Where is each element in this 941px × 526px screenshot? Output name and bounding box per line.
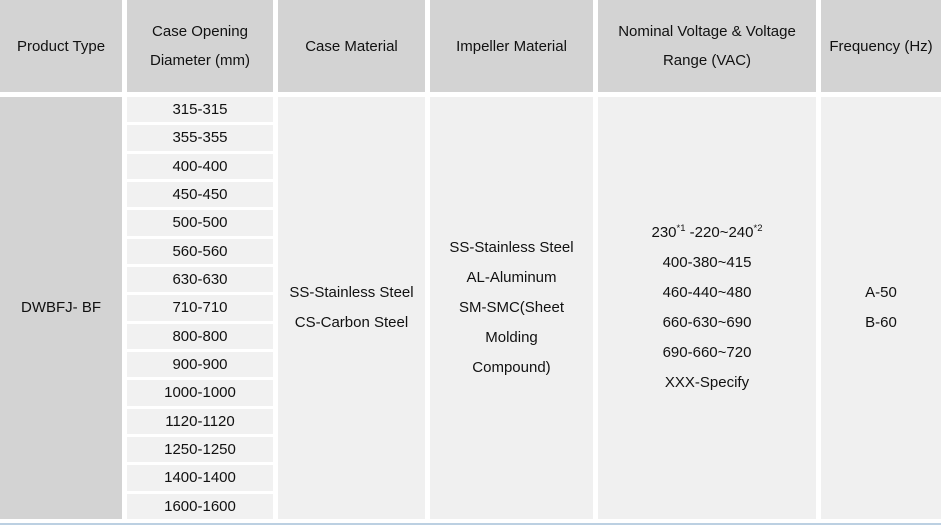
diameter-item: 400-400 xyxy=(127,153,273,179)
voltage-option-230: 230*1 -220~240*2 xyxy=(652,218,763,248)
header-frequency: Frequency (Hz) xyxy=(821,0,941,92)
cell-impeller-material: SS-Stainless Steel AL-Aluminum SM-SMC(Sh… xyxy=(430,97,593,519)
diameter-item: 1600-1600 xyxy=(127,493,273,519)
header-nominal-voltage: Nominal Voltage & Voltage Range (VAC) xyxy=(598,0,816,92)
cell-product-type: DWBFJ- BF xyxy=(0,97,122,519)
voltage-base: 230 xyxy=(651,224,677,241)
header-case-material: Case Material xyxy=(278,0,425,92)
header-case-opening-diameter: Case Opening Diameter (mm) xyxy=(127,0,273,92)
frequency-item: B-60 xyxy=(865,314,897,331)
cell-frequency: A-50 B-60 xyxy=(821,97,941,519)
voltage-footnote-1: *1 xyxy=(676,223,686,234)
diameter-item: 710-710 xyxy=(127,295,273,321)
header-product-type: Product Type xyxy=(0,0,122,92)
voltage-range: -220~240 xyxy=(685,224,754,241)
diameter-item: 900-900 xyxy=(127,351,273,378)
voltage-footnote-2: *2 xyxy=(753,223,763,234)
voltage-option: 400-380~415 xyxy=(662,254,752,271)
voltage-option: 460-440~480 xyxy=(662,284,752,301)
diameter-item: 1400-1400 xyxy=(127,465,273,491)
diameter-item: 800-800 xyxy=(127,323,273,349)
diameter-item: 1250-1250 xyxy=(127,436,273,463)
diameter-item: 355-355 xyxy=(127,125,273,151)
diameter-item: 1000-1000 xyxy=(127,380,273,406)
case-material-item: CS-Carbon Steel xyxy=(294,314,409,331)
cell-case-material: SS-Stainless Steel CS-Carbon Steel xyxy=(278,97,425,519)
frequency-item: A-50 xyxy=(865,284,897,301)
diameter-item: 1120-1120 xyxy=(127,408,273,434)
body-row: DWBFJ- BF 315-315 355-355 400-400 450-45… xyxy=(0,97,941,519)
diameter-item: 500-500 xyxy=(127,210,273,236)
impeller-material-item: SM-SMC(Sheet Molding Compound) xyxy=(458,299,565,376)
diameter-item: 315-315 xyxy=(127,97,273,123)
diameter-item: 630-630 xyxy=(127,266,273,293)
cell-nominal-voltage: 230*1 -220~240*2 400-380~415 460-440~480… xyxy=(598,97,816,519)
voltage-option: 690-660~720 xyxy=(662,344,752,361)
voltage-option: XXX-Specify xyxy=(664,374,750,391)
table-bottom-border xyxy=(0,523,941,525)
impeller-material-item: AL-Aluminum xyxy=(466,269,557,286)
case-material-item: SS-Stainless Steel xyxy=(289,284,414,301)
diameter-item: 450-450 xyxy=(127,181,273,208)
header-row: Product Type Case Opening Diameter (mm) … xyxy=(0,0,941,92)
voltage-option: 660-630~690 xyxy=(662,314,752,331)
diameter-item: 560-560 xyxy=(127,238,273,264)
case-opening-diameter-list: 315-315 355-355 400-400 450-450 500-500 … xyxy=(127,97,273,519)
impeller-material-item: SS-Stainless Steel xyxy=(449,239,574,256)
header-impeller-material: Impeller Material xyxy=(430,0,593,92)
